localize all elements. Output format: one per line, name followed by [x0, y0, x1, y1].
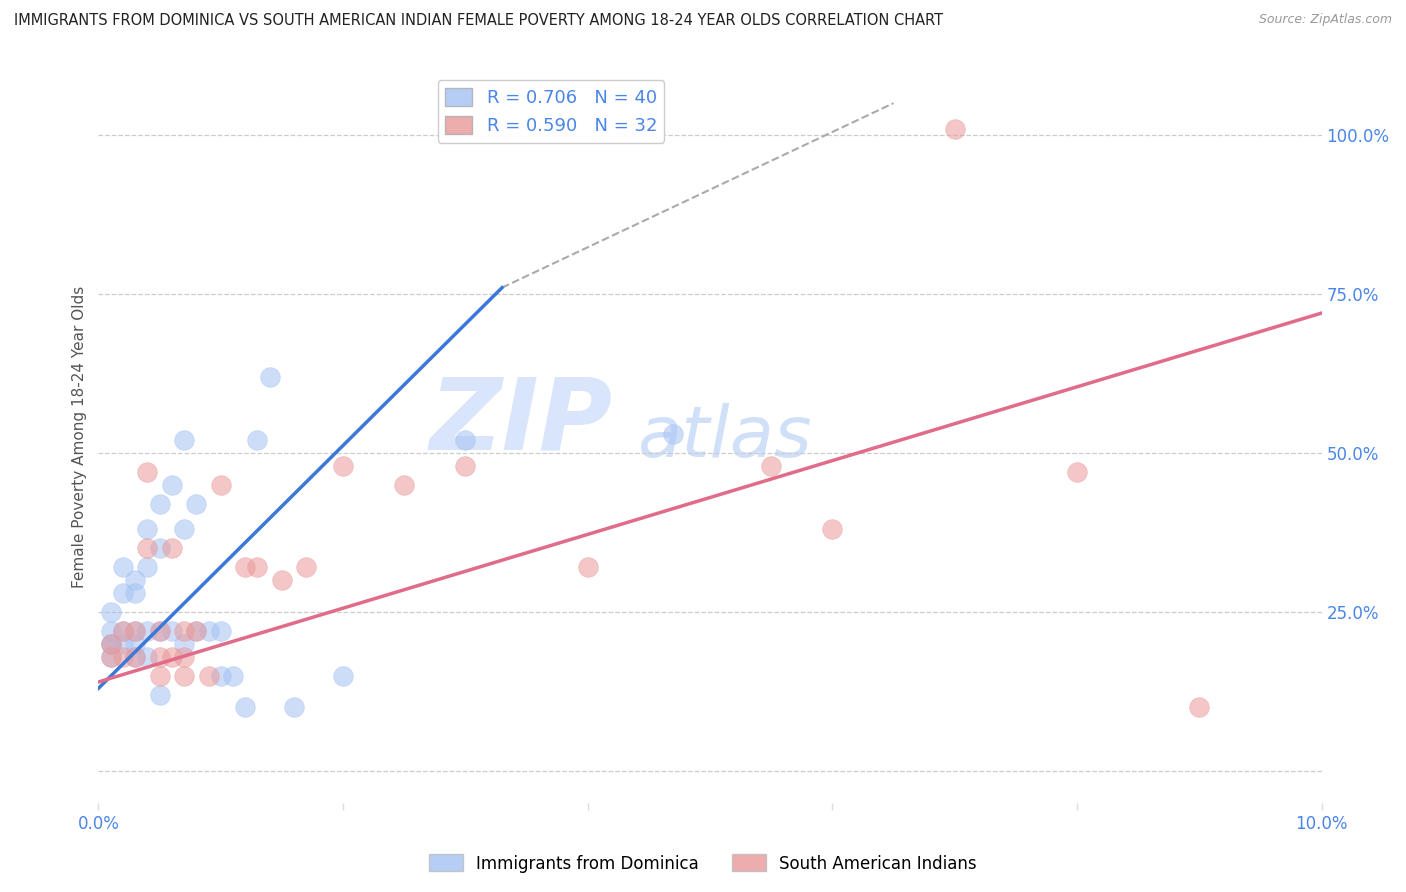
- Point: [149, 688, 172, 702]
- Point: [124, 624, 146, 638]
- Point: [295, 560, 318, 574]
- Point: [136, 522, 159, 536]
- Point: [246, 434, 269, 448]
- Point: [173, 522, 195, 536]
- Point: [173, 668, 195, 682]
- Point: [149, 541, 172, 556]
- Y-axis label: Female Poverty Among 18-24 Year Olds: Female Poverty Among 18-24 Year Olds: [72, 286, 87, 588]
- Point: [111, 560, 134, 574]
- Point: [283, 700, 305, 714]
- Point: [111, 586, 134, 600]
- Point: [160, 477, 183, 491]
- Point: [197, 624, 219, 638]
- Point: [124, 649, 146, 664]
- Point: [111, 624, 134, 638]
- Point: [100, 637, 122, 651]
- Point: [100, 649, 122, 664]
- Point: [160, 541, 183, 556]
- Point: [124, 624, 146, 638]
- Point: [111, 637, 134, 651]
- Point: [332, 458, 354, 473]
- Text: Source: ZipAtlas.com: Source: ZipAtlas.com: [1258, 13, 1392, 27]
- Point: [186, 624, 208, 638]
- Point: [149, 624, 172, 638]
- Point: [100, 605, 122, 619]
- Point: [759, 458, 782, 473]
- Point: [136, 624, 159, 638]
- Point: [136, 465, 159, 479]
- Point: [111, 649, 134, 664]
- Point: [124, 586, 146, 600]
- Point: [100, 637, 122, 651]
- Point: [136, 560, 159, 574]
- Point: [149, 649, 172, 664]
- Point: [173, 624, 195, 638]
- Point: [233, 560, 256, 574]
- Legend: Immigrants from Dominica, South American Indians: Immigrants from Dominica, South American…: [423, 847, 983, 880]
- Point: [173, 434, 195, 448]
- Point: [149, 497, 172, 511]
- Point: [233, 700, 256, 714]
- Point: [136, 649, 159, 664]
- Point: [173, 649, 195, 664]
- Point: [124, 649, 146, 664]
- Point: [100, 637, 122, 651]
- Point: [222, 668, 245, 682]
- Point: [1188, 700, 1211, 714]
- Point: [136, 541, 159, 556]
- Text: ZIP: ZIP: [429, 374, 612, 471]
- Point: [821, 522, 844, 536]
- Point: [1066, 465, 1088, 479]
- Point: [454, 434, 477, 448]
- Point: [332, 668, 354, 682]
- Point: [209, 668, 232, 682]
- Point: [186, 497, 208, 511]
- Point: [454, 458, 477, 473]
- Point: [209, 477, 232, 491]
- Point: [149, 668, 172, 682]
- Point: [186, 624, 208, 638]
- Point: [111, 624, 134, 638]
- Point: [124, 637, 146, 651]
- Point: [392, 477, 416, 491]
- Point: [100, 649, 122, 664]
- Point: [197, 668, 219, 682]
- Point: [270, 573, 292, 587]
- Text: IMMIGRANTS FROM DOMINICA VS SOUTH AMERICAN INDIAN FEMALE POVERTY AMONG 18-24 YEA: IMMIGRANTS FROM DOMINICA VS SOUTH AMERIC…: [14, 13, 943, 29]
- Point: [259, 369, 281, 384]
- Point: [160, 624, 183, 638]
- Point: [173, 637, 195, 651]
- Point: [662, 426, 685, 441]
- Text: atlas: atlas: [637, 402, 811, 472]
- Point: [124, 573, 146, 587]
- Point: [943, 121, 966, 136]
- Legend: R = 0.706   N = 40, R = 0.590   N = 32: R = 0.706 N = 40, R = 0.590 N = 32: [437, 80, 664, 143]
- Point: [100, 624, 122, 638]
- Point: [246, 560, 269, 574]
- Point: [149, 624, 172, 638]
- Point: [160, 649, 183, 664]
- Point: [209, 624, 232, 638]
- Point: [576, 560, 599, 574]
